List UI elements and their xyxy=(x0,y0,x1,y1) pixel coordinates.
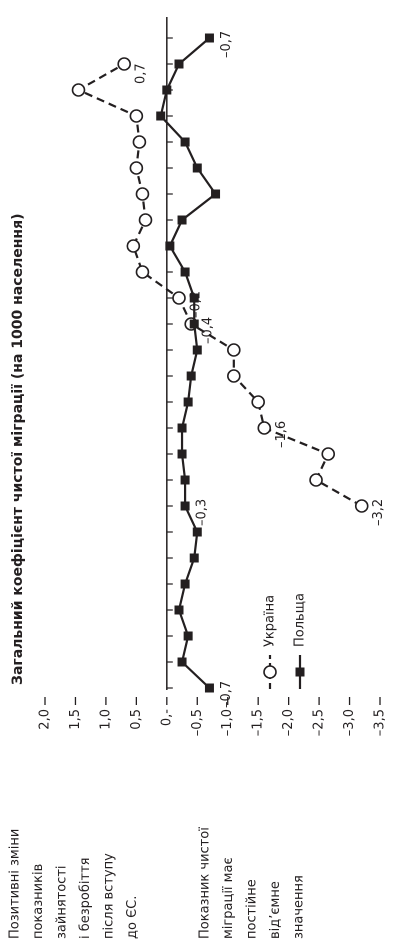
legend-marker xyxy=(263,665,277,679)
point xyxy=(189,319,199,329)
note-text: після вступу xyxy=(102,853,117,939)
y-tick-label: 0,5 xyxy=(129,709,144,730)
value-label: 0,7 xyxy=(134,63,149,84)
point xyxy=(126,239,141,253)
note-text: показників xyxy=(31,864,46,939)
point xyxy=(309,473,323,487)
value-label: –0,7 xyxy=(219,31,234,58)
point xyxy=(135,187,150,201)
point xyxy=(162,85,172,95)
y-tick-label: –3,5 xyxy=(373,709,388,736)
series-line xyxy=(159,37,218,689)
point xyxy=(174,59,184,69)
y-tick-label: 1,0 xyxy=(98,709,113,730)
y-tick-label: –3,0 xyxy=(342,709,357,736)
point xyxy=(204,683,214,693)
point xyxy=(180,137,190,147)
point xyxy=(354,499,369,513)
y-tick-label: 0,- xyxy=(159,709,174,726)
point xyxy=(172,291,186,305)
y-tick-label: 1,5 xyxy=(68,709,83,730)
point xyxy=(129,161,144,175)
note-text: Показник чистої xyxy=(198,827,213,939)
legend-label: Польща xyxy=(293,593,308,647)
point xyxy=(129,109,144,123)
point xyxy=(204,33,214,43)
point xyxy=(138,213,153,227)
value-label: –0,3 xyxy=(195,499,210,526)
point xyxy=(192,163,202,173)
value-label: –0,7 xyxy=(219,681,234,708)
legend-marker xyxy=(295,667,305,677)
point xyxy=(177,657,187,667)
point xyxy=(180,475,190,485)
y-tick-label: –1,5 xyxy=(251,709,266,736)
note-text: Позитивні зміни xyxy=(8,829,23,939)
point xyxy=(180,267,190,277)
note-text: постійне xyxy=(245,879,260,939)
note-text: від’ємне xyxy=(268,881,283,939)
point xyxy=(227,343,241,357)
point xyxy=(180,501,190,511)
y-tick-label: 2,0 xyxy=(38,709,53,730)
point xyxy=(183,397,193,407)
y-tick-label: –2,5 xyxy=(312,709,327,736)
point xyxy=(211,189,221,199)
note-text: до ЄС. xyxy=(125,896,140,939)
point xyxy=(177,423,187,433)
point xyxy=(227,369,241,383)
point xyxy=(71,83,86,97)
point xyxy=(257,421,272,435)
point xyxy=(192,527,202,537)
point xyxy=(192,345,202,355)
point xyxy=(135,265,150,279)
point xyxy=(186,371,196,381)
point xyxy=(132,135,147,149)
point xyxy=(321,447,336,461)
note-text: міграції має xyxy=(221,857,236,939)
y-tick-label: –0,5 xyxy=(190,709,205,736)
legend-label: Україна xyxy=(263,595,278,647)
point xyxy=(156,111,166,121)
point xyxy=(177,449,187,459)
point xyxy=(183,631,193,641)
point xyxy=(165,241,175,251)
point xyxy=(174,605,184,615)
series-line xyxy=(76,63,363,507)
y-tick-label: –2,0 xyxy=(281,709,296,736)
value-label: –3,2 xyxy=(371,499,386,526)
note-text: і безробіття xyxy=(78,858,93,939)
value-label: –1,6 xyxy=(274,421,289,448)
point xyxy=(180,579,190,589)
note-text: значення xyxy=(292,875,307,939)
point xyxy=(189,553,199,563)
point xyxy=(117,57,131,71)
note-text: зайнятості xyxy=(55,865,70,939)
y-tick-label: –1,0 xyxy=(220,709,235,736)
point xyxy=(177,215,187,225)
chart-title: Загальний коефіцієнт чистої міграції (на… xyxy=(10,214,26,686)
point xyxy=(251,395,265,409)
value-label: –0,4 xyxy=(201,317,216,344)
point xyxy=(189,293,199,303)
